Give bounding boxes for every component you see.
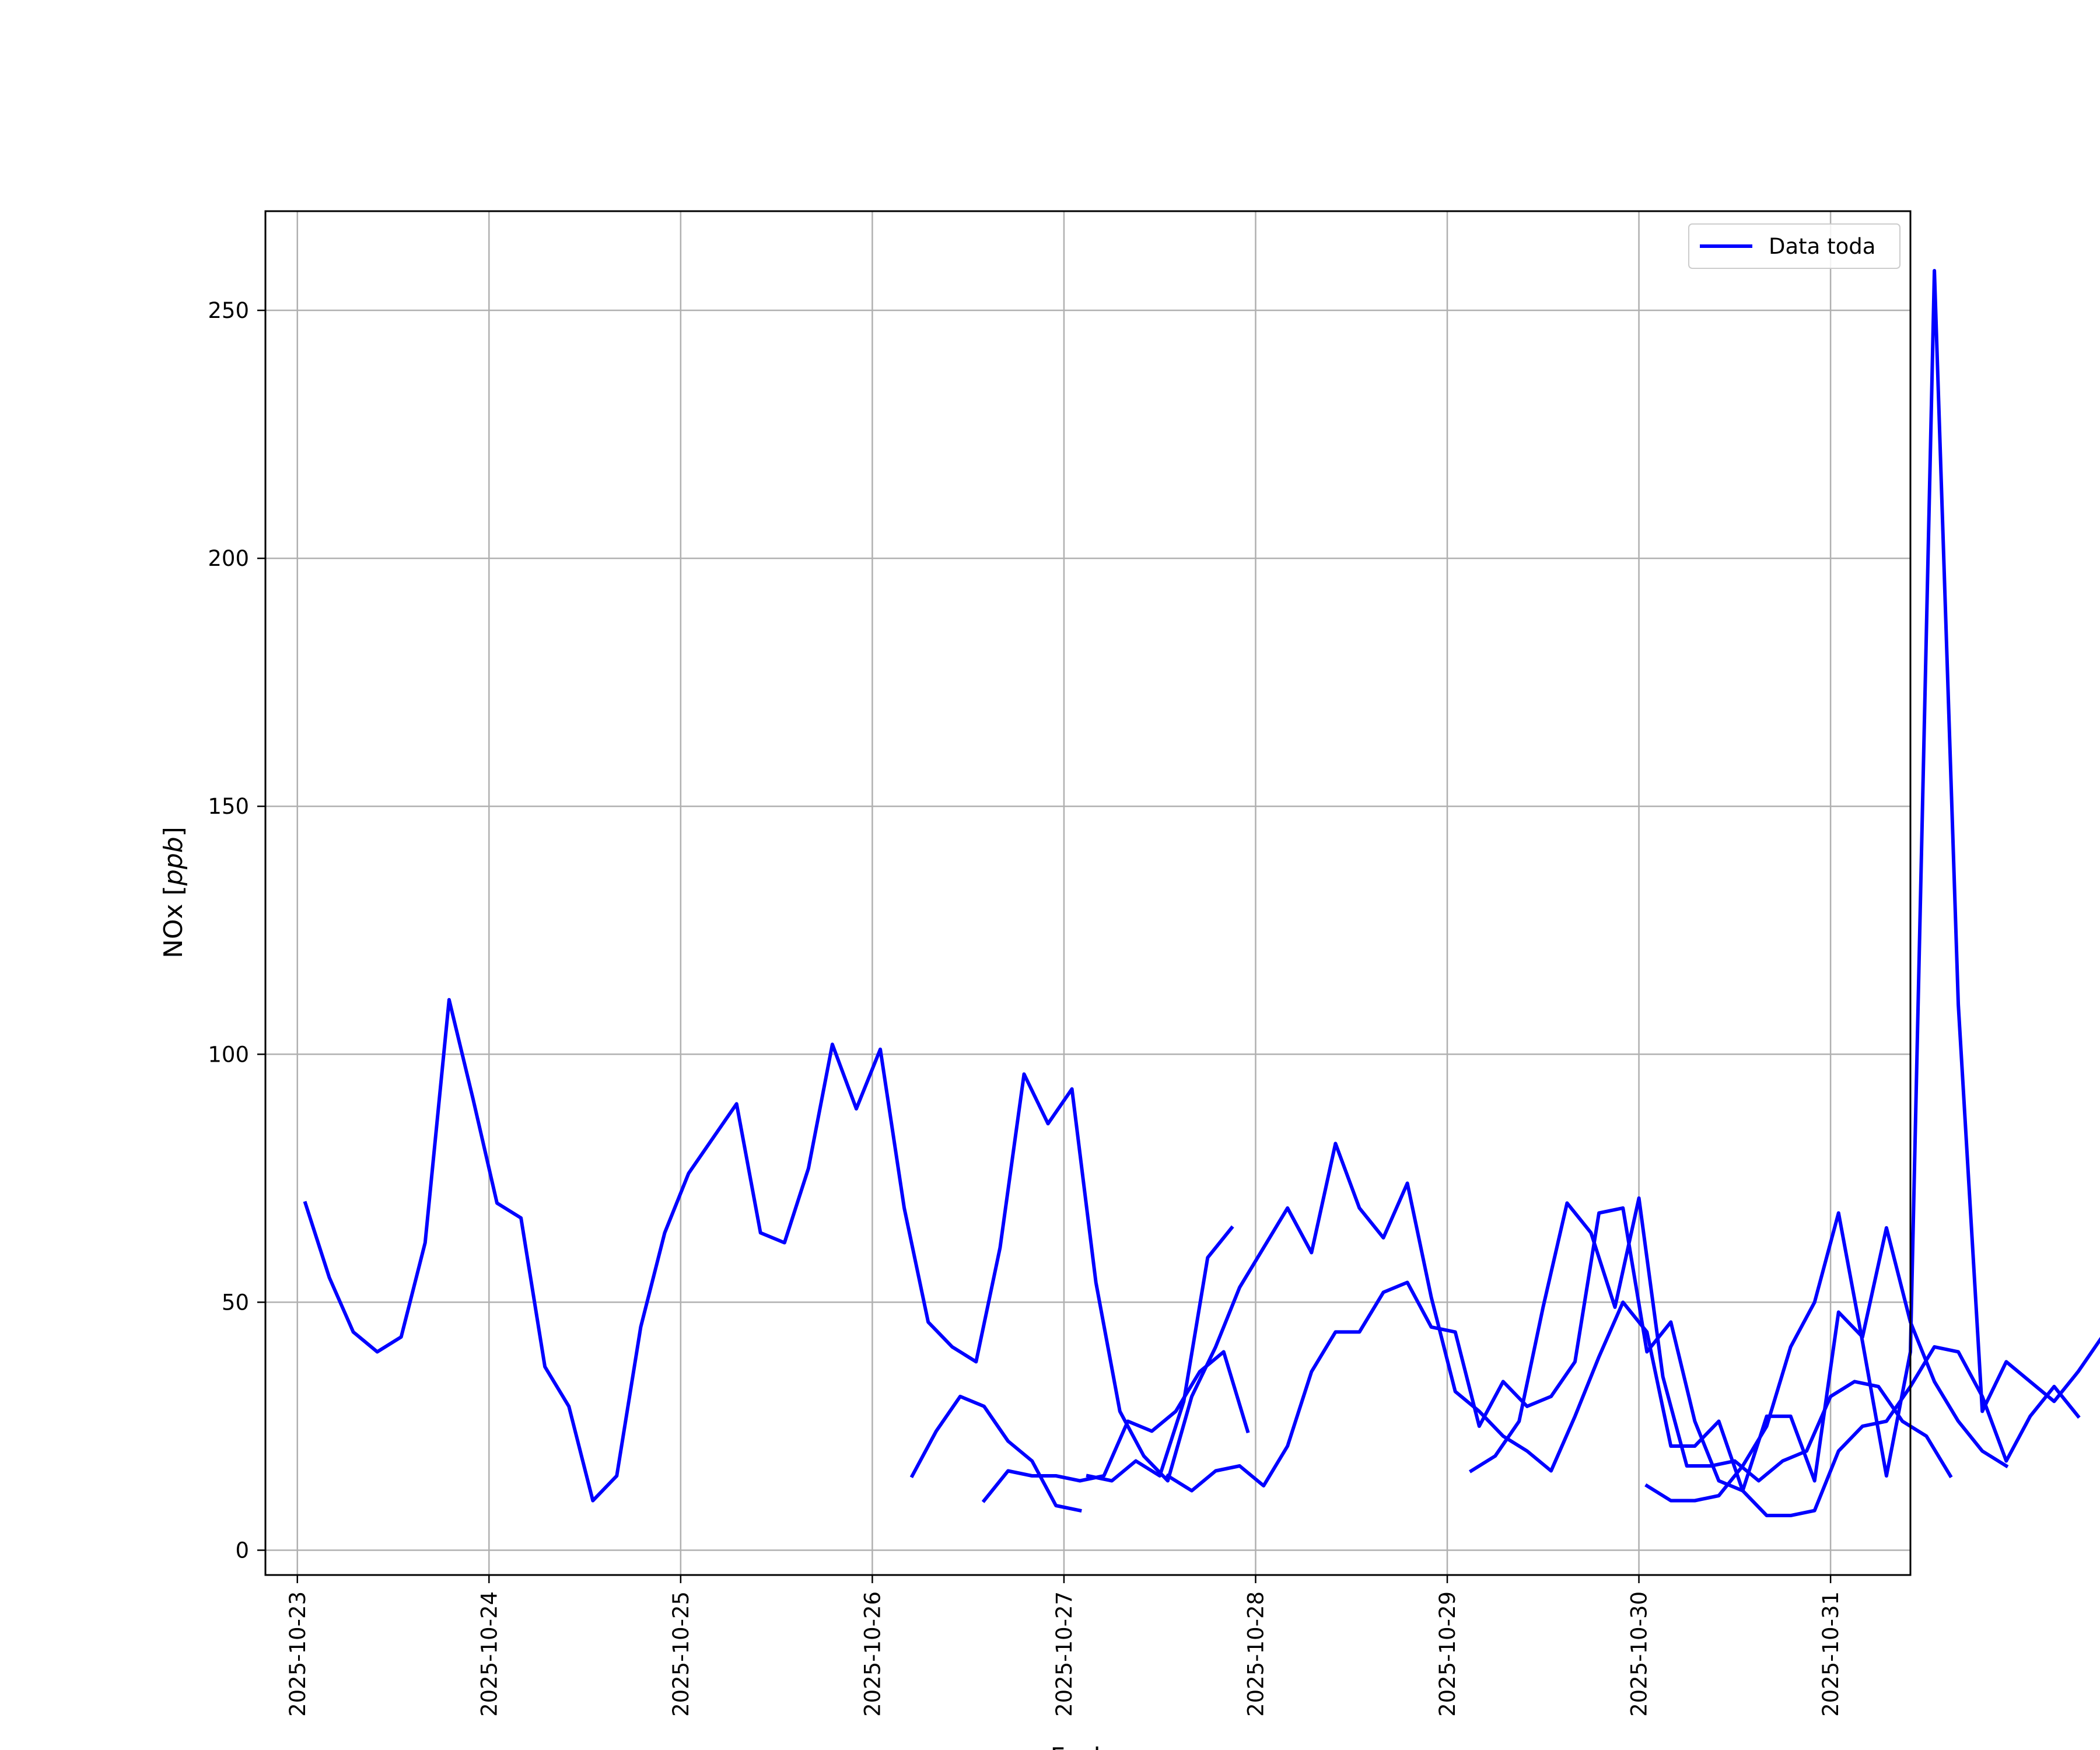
y-tick-label-5: 250 <box>208 298 249 323</box>
plot-frame <box>264 210 1912 1576</box>
x-tick-label-5: 2025-10-28 <box>1243 1591 1268 1717</box>
x-tick-label-2: 2025-10-25 <box>668 1591 694 1717</box>
legend-box <box>1688 223 1901 269</box>
x-tick-label-7: 2025-10-30 <box>1627 1591 1652 1717</box>
series-line-segment-0-1 <box>909 1394 1082 1513</box>
series-line-segment-0-3 <box>1086 1225 1234 1483</box>
x-tick-label-4: 2025-10-27 <box>1052 1591 1077 1717</box>
y-tick-label-3: 150 <box>208 794 249 819</box>
y-tick-label-0: 0 <box>235 1538 249 1563</box>
legend-label-data-toda: Data toda <box>1769 234 1875 259</box>
x-tick-label-0: 2025-10-23 <box>285 1591 310 1717</box>
legend: Data toda <box>1688 223 1901 269</box>
x-axis-label: Fecha <box>1050 1742 1125 1750</box>
series-data-toda <box>303 269 2100 1517</box>
series-line-segment-0-0 <box>303 998 2081 1517</box>
y-tick-label-2: 100 <box>208 1042 249 1067</box>
x-tick-label-6: 2025-10-29 <box>1435 1591 1460 1717</box>
series-line-segment-0-4 <box>1165 1206 2009 1493</box>
y-axis-label-main: NOx [ <box>159 886 188 958</box>
plot-area-background <box>265 211 1910 1575</box>
y-axis-label-unit: ppb <box>159 836 188 886</box>
series-line-segment-0-6 <box>1644 269 2100 1503</box>
y-tick-label-4: 200 <box>208 546 249 571</box>
x-tick-label-8: 2025-10-31 <box>1818 1591 1843 1717</box>
y-tick-label-1: 50 <box>222 1290 249 1315</box>
x-tick-label-3: 2025-10-26 <box>860 1591 885 1717</box>
x-tick-label-1: 2025-10-24 <box>477 1591 502 1717</box>
series-line-segment-0-2 <box>981 1350 1250 1503</box>
grid <box>265 211 1910 1575</box>
axis-ticks: 2025-10-23 2025-10-24 2025-10-25 2025-10-26… <box>208 298 1843 1717</box>
y-axis-label-close: ] <box>159 827 188 836</box>
y-axis-label: NOx [ppb] <box>159 827 188 958</box>
